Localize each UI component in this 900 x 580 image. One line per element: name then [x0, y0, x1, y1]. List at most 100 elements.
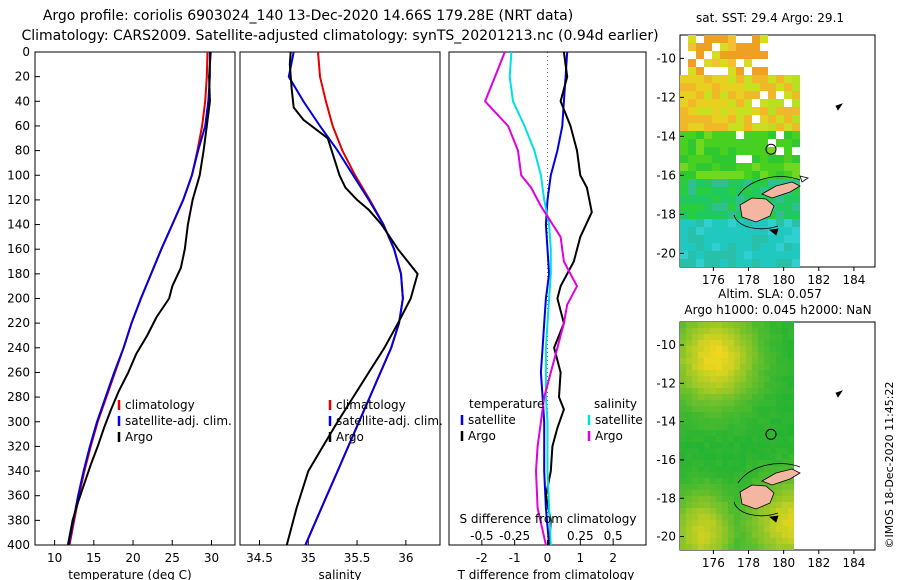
salinity-panel: 34.5 35 35.5 36 climatology satellite-adj. c… — [239, 51, 443, 580]
sla-cell — [704, 424, 710, 430]
sst-cell — [688, 259, 696, 267]
sla-cell — [704, 370, 710, 376]
sla-cell — [758, 544, 764, 550]
sla-cell — [770, 352, 776, 358]
sla-cell — [698, 520, 704, 526]
sst-cell — [712, 131, 720, 139]
sst-cell — [752, 67, 760, 75]
sla-cell — [716, 334, 722, 340]
sla-cell — [716, 526, 722, 532]
sst-cell — [784, 227, 792, 235]
sla-cell — [740, 400, 746, 406]
sla-cell — [692, 406, 698, 412]
sla-cell — [722, 502, 728, 508]
sla-cell — [770, 394, 776, 400]
legend-item: Argo — [595, 429, 623, 443]
series-line-s-argo — [484, 52, 578, 545]
sst-cell — [712, 243, 720, 251]
sst-heatmap — [680, 35, 800, 267]
sla-cell — [716, 460, 722, 466]
sla-cell — [698, 322, 704, 328]
sla-cell — [752, 448, 758, 454]
sla-cell — [758, 322, 764, 328]
sla-cell — [764, 472, 770, 478]
sla-cell — [722, 358, 728, 364]
title-line-2: Climatology: CARS2009. Satellite-adjuste… — [21, 28, 658, 44]
sla-cell — [686, 478, 692, 484]
sla-cell — [746, 334, 752, 340]
sla-cell — [764, 412, 770, 418]
sla-cell — [728, 472, 734, 478]
sla-cell — [698, 352, 704, 358]
sst-cell — [720, 227, 728, 235]
sla-cell — [680, 442, 686, 448]
sst-cell — [680, 155, 688, 163]
sla-cell — [710, 448, 716, 454]
sst-cell — [744, 163, 752, 171]
sla-cell — [692, 340, 698, 346]
sst-cell — [720, 187, 728, 195]
sla-cell — [758, 406, 764, 412]
sla-cell — [728, 340, 734, 346]
sla-cell — [716, 394, 722, 400]
sst-cell — [704, 131, 712, 139]
sst-cell — [728, 75, 736, 83]
sla-cell — [758, 328, 764, 334]
sla-cell — [722, 382, 728, 388]
sla-cell — [734, 520, 740, 526]
sla-cell — [728, 490, 734, 496]
sla-cell — [758, 472, 764, 478]
sla-cell — [710, 334, 716, 340]
sla-cell — [740, 484, 746, 490]
sla-cell — [746, 406, 752, 412]
map-x-tick-label: 178 — [737, 273, 760, 287]
sla-cell — [722, 406, 728, 412]
sst-cell — [720, 171, 728, 179]
sst-cell — [696, 99, 704, 107]
sla-cell — [710, 328, 716, 334]
sla-cell — [734, 532, 740, 538]
y-tick-label: 220 — [7, 316, 30, 330]
sst-cell — [680, 147, 688, 155]
sla-cell — [734, 514, 740, 520]
sla-cell — [686, 484, 692, 490]
sla-cell — [710, 412, 716, 418]
sla-cell — [704, 532, 710, 538]
sla-cell — [734, 472, 740, 478]
sla-cell — [734, 526, 740, 532]
sla-cell — [746, 364, 752, 370]
sla-cell — [734, 538, 740, 544]
sla-cell — [698, 448, 704, 454]
sst-cell — [752, 51, 760, 59]
sla-cell — [722, 424, 728, 430]
sla-cell — [686, 472, 692, 478]
sst-cell — [720, 107, 728, 115]
sst-cell — [752, 171, 760, 179]
sst-cell — [704, 83, 712, 91]
sla-cell — [764, 454, 770, 460]
sst-cell — [712, 75, 720, 83]
sla-cell — [704, 520, 710, 526]
sla-cell — [758, 388, 764, 394]
sla-cell — [716, 538, 722, 544]
y-tick-label: 380 — [7, 513, 30, 527]
y-tick-label: 140 — [7, 218, 30, 232]
sla-cell — [752, 430, 758, 436]
sla-cell — [698, 370, 704, 376]
t-diff-label: T difference from climatology — [457, 568, 635, 580]
sla-cell — [764, 358, 770, 364]
sst-cell — [688, 83, 696, 91]
sla-cell — [740, 418, 746, 424]
sla-small-island — [769, 515, 779, 523]
sst-cell — [736, 251, 744, 259]
sla-cell — [782, 352, 788, 358]
sla-cell — [710, 520, 716, 526]
sla-cell — [752, 418, 758, 424]
map-y-tick-label: -14 — [656, 129, 676, 143]
sst-cell — [792, 91, 800, 99]
sla-cell — [788, 400, 794, 406]
sst-cell — [792, 131, 800, 139]
sst-cell — [784, 243, 792, 251]
sst-cell — [760, 139, 768, 147]
sst-cell — [784, 131, 792, 139]
